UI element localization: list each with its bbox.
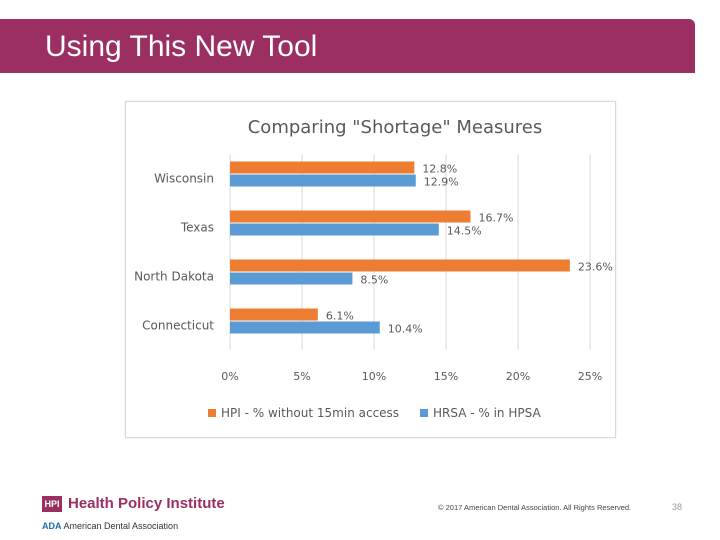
page-number: 38 (672, 502, 683, 512)
ada-logo: ADA American Dental Association (42, 521, 178, 531)
hpi-mark: HPI (42, 495, 62, 512)
ada-mark: ADA (42, 521, 62, 531)
legend-swatch (420, 409, 428, 417)
bar-chart: Comparing "Shortage" Measures 0% 5% 10% 15% 2… (134, 117, 613, 420)
x-tick-label: 25% (578, 370, 602, 383)
legend-label: HPI - % without 15min access (221, 406, 399, 420)
chart-title: Comparing "Shortage" Measures (248, 117, 543, 138)
title-bar (0, 19, 695, 73)
bar-hrsa (230, 321, 380, 334)
category-label: Wisconsin (154, 172, 214, 186)
x-tick-label: 15% (434, 370, 458, 383)
chart-frame: Comparing "Shortage" Measures 0% 5% 10% 15% 2… (125, 101, 616, 438)
data-label: 12.9% (424, 176, 459, 189)
category-label: North Dakota (134, 270, 214, 284)
hpi-name: Health Policy Institute (68, 495, 225, 512)
copyright: © 2017 American Dental Association. All … (438, 503, 632, 512)
data-label: 8.5% (360, 274, 388, 287)
bar-hpi (230, 210, 471, 223)
ada-name: American Dental Association (63, 521, 179, 531)
x-tick-label: 20% (506, 370, 530, 383)
x-tick-label: 5% (293, 370, 310, 383)
bar-hpi (230, 308, 318, 321)
data-label: 12.8% (422, 163, 457, 176)
slide-title: Using This New Tool (45, 30, 318, 63)
legend-swatch (208, 409, 216, 417)
x-tick-label: 10% (362, 370, 386, 383)
data-label: 16.7% (478, 212, 513, 225)
bar-hrsa (230, 174, 416, 187)
category-label: Texas (180, 221, 214, 235)
data-label: 6.1% (326, 310, 354, 323)
data-label: 10.4% (388, 323, 423, 336)
bar-hpi (230, 161, 415, 174)
bar-hrsa (230, 272, 353, 285)
data-label: 23.6% (578, 261, 613, 274)
x-tick-label: 0% (221, 370, 238, 383)
category-label: Connecticut (142, 319, 214, 333)
bar-hrsa (230, 223, 439, 236)
legend-label: HRSA - % in HPSA (433, 406, 541, 420)
data-label: 14.5% (447, 225, 482, 238)
hpi-logo: HPI Health Policy Institute (42, 495, 225, 512)
bar-hpi (230, 259, 570, 272)
